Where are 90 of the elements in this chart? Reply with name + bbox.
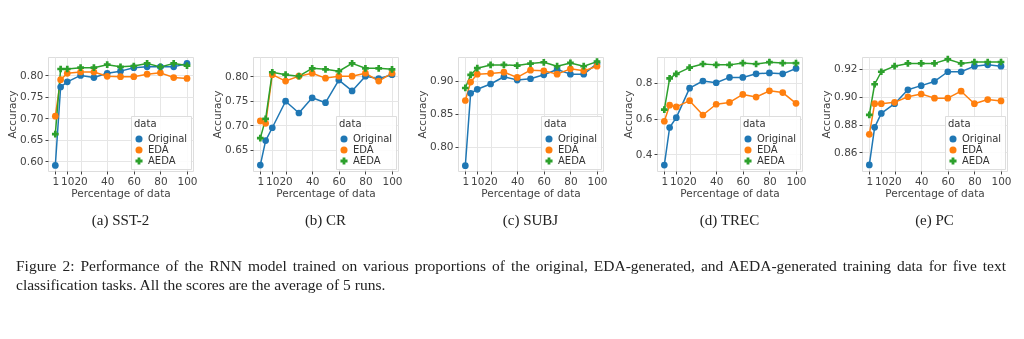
x-tick-label: 100 [587,174,608,187]
legend-label: AEDA [353,155,381,166]
x-tick-label: 40 [101,174,115,187]
y-tick-label: 0.80 [430,140,454,153]
x-tick-label: 80 [763,174,777,187]
x-axis-title: Percentage of data [885,187,985,199]
legend-label: EDA [558,144,579,155]
y-tick-label: 0.80 [225,69,249,82]
legend-label: AEDA [558,155,586,166]
legend-label: EDA [962,144,983,155]
legend-label: EDA [353,144,374,155]
x-tick-label: 60 [736,174,750,187]
x-tick-label: 40 [915,174,929,187]
legend-label: AEDA [757,155,785,166]
x-tick-label: 80 [154,174,168,187]
y-tick-label: 0.92 [834,62,858,75]
x-tick-label: 100 [786,174,807,187]
x-tick-label: 10 [875,174,889,187]
text: (c) SUBJ [502,212,559,229]
x-axis-title: Percentage of data [481,187,581,199]
legend-label: EDA [757,144,778,155]
x-tick-label: 10 [471,174,485,187]
y-axis-title: Accuracy [820,90,833,139]
legend-title: data [948,118,971,129]
y-tick-label: 0.75 [20,90,44,103]
y-tick-label: 0.80 [20,68,44,81]
y-tick-label: 0.4 [635,147,653,160]
x-tick-label: 60 [941,174,955,187]
x-axis-title: Percentage of data [276,187,376,199]
y-tick-label: 0.65 [225,143,249,156]
text: (e) PC [915,212,954,229]
legend-title: data [544,118,567,129]
x-tick-label: 100 [382,174,403,187]
x-tick-label: 60 [127,174,141,187]
y-tick-label: 0.90 [834,90,858,103]
legend-label: Original [757,133,797,144]
x-tick-label: 40 [511,174,525,187]
y-axis-title: Accuracy [211,90,224,139]
y-tick-label: 0.86 [834,145,858,158]
x-tick-label: 40 [306,174,320,187]
y-tick-label: 0.90 [430,74,454,87]
y-axis-title: Accuracy [416,90,429,139]
text: (b) CR [304,212,347,229]
x-tick-label: 1 [52,174,60,187]
legend-title: data [339,118,362,129]
legend-title: data [743,118,766,129]
x-tick-label: 20 [683,174,697,187]
legend-title: data [134,118,157,129]
y-axis-title: Accuracy [6,90,19,139]
x-tick-label: 60 [537,174,551,187]
y-tick-label: 0.75 [225,94,249,107]
x-axis-title: Percentage of data [71,187,171,199]
x-tick-label: 80 [359,174,373,187]
x-tick-label: 10 [61,174,75,187]
x-tick-label: 60 [332,174,346,187]
legend-label: AEDA [148,155,176,166]
x-tick-label: 80 [968,174,982,187]
legend-label: EDA [148,144,169,155]
legend-label: Original [962,133,1002,144]
x-tick-label: 10 [670,174,684,187]
y-tick-label: 0.70 [20,111,44,124]
x-tick-label: 1 [661,174,669,187]
x-tick-label: 40 [710,174,724,187]
y-tick-label: 0.88 [834,118,858,131]
y-tick-label: 0.60 [20,154,44,167]
y-tick-label: 0.8 [635,76,653,89]
text: (a) SST-2 [91,212,150,229]
legend-label: AEDA [962,155,990,166]
x-tick-label: 10 [266,174,280,187]
legend-label: Original [353,133,393,144]
x-axis-title: Percentage of data [680,187,780,199]
x-tick-label: 100 [991,174,1012,187]
x-tick-label: 1 [462,174,470,187]
legend-label: Original [148,133,188,144]
y-axis-title: Accuracy [621,90,634,139]
legend-label: Original [558,133,598,144]
y-tick-label: 0.85 [430,107,454,120]
x-tick-label: 20 [279,174,293,187]
x-tick-label: 100 [177,174,198,187]
x-tick-label: 20 [484,174,498,187]
x-tick-label: 1 [257,174,265,187]
x-tick-label: 1 [866,174,874,187]
x-tick-label: 20 [74,174,88,187]
x-tick-label: 80 [564,174,578,187]
y-tick-label: 0.6 [635,112,653,125]
y-tick-label: 0.70 [225,118,249,131]
x-tick-label: 20 [888,174,902,187]
text: (d) TREC [699,212,760,229]
y-tick-label: 0.65 [20,133,44,146]
caption: Figure 2: Performance of the RNN model trained on various proportions of the original, EDA-generated, and AEDA-generated training data for five text classification tasks. All the scores are the average of 5 runs. [16,256,1006,294]
